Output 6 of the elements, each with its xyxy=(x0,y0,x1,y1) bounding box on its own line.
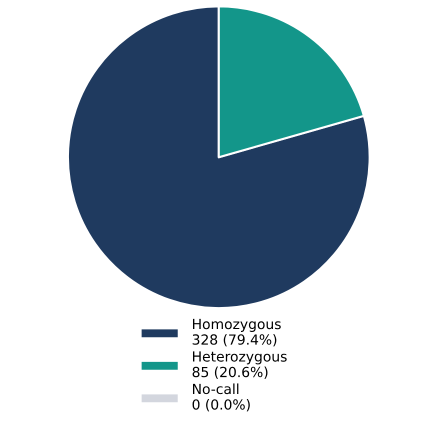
data-label: 328 (79.4%) xyxy=(192,334,276,346)
legend-label: No-call xyxy=(192,383,238,394)
legend-label: Homozygous xyxy=(192,318,281,332)
text: 0 (0.0%) xyxy=(192,399,250,412)
data-label: 85 (20.6%) xyxy=(192,366,268,379)
legend-label: Heterozygous xyxy=(192,351,287,364)
